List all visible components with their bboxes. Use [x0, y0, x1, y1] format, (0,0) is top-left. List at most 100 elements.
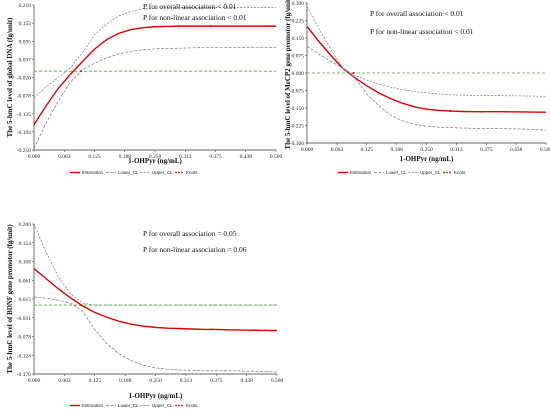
x-tick-label: 0.063 — [58, 378, 71, 384]
y-tick-label: 0.200 — [19, 222, 32, 228]
legend: Estimation Lower_CL Upper_CL Knots — [70, 170, 198, 175]
legend-label-upper: Upper_CL — [152, 170, 173, 175]
knot-point — [449, 110, 452, 113]
chart-panel-1: 0.000 0.063 0.125 0.188 0.250 0.313 0.375 0.438… — [6, 2, 282, 175]
knot-point — [178, 25, 181, 28]
knot-point — [480, 110, 483, 113]
x-tick-label: 0.375 — [480, 147, 493, 153]
p-value-annotation: P for non-linear association < 0.01 — [370, 27, 474, 36]
y-tick-label: 0.210 — [19, 3, 32, 9]
legend-label-lower: Lower_CL — [386, 170, 407, 175]
legend-label-estimation: Estimation — [82, 403, 104, 408]
x-tick-label: 0.250 — [149, 378, 162, 384]
y-tick-label: -0.078 — [17, 335, 31, 341]
series-line-estimation — [33, 268, 278, 332]
y-axis-label: The 5-hmC level of global DNA (fg/unit) — [6, 17, 14, 137]
x-tick-label: 0.125 — [88, 154, 101, 160]
y-tick-label: 0.015 — [19, 297, 32, 303]
p-value-annotation: P for non-linear association = 0.06 — [143, 245, 247, 254]
y-tick-label: -0.078 — [17, 94, 31, 100]
y-tick-label: -0.150 — [290, 106, 304, 112]
x-tick-label: 0.313 — [450, 147, 463, 153]
x-tick-label: 0.188 — [119, 378, 132, 384]
x-tick-label: 0.125 — [89, 378, 102, 384]
y-tick-label: 0.108 — [19, 260, 32, 266]
y-tick-label: -0.075 — [290, 89, 304, 95]
y-tick-label: 0.225 — [292, 19, 305, 25]
x-tick-label: 0.313 — [179, 154, 192, 160]
legend-label-knots: Knots — [186, 403, 198, 408]
y-tick-label: -0.193 — [17, 130, 31, 136]
x-tick-label: 0.438 — [240, 378, 253, 384]
y-tick-label: -0.225 — [290, 124, 304, 130]
y-tick-label: 0.075 — [292, 54, 305, 60]
x-tick-label: 0.500 — [540, 147, 550, 153]
y-tick-label: 0.000 — [292, 71, 305, 77]
knot-point — [352, 72, 355, 74]
y-tick-label: -0.020 — [17, 76, 31, 82]
knot-point — [209, 25, 212, 28]
knot-point — [178, 327, 181, 330]
legend-label-upper: Upper_CL — [420, 170, 441, 175]
p-value-annotation: P for overall association < 0.01 — [143, 2, 237, 11]
legend-label-upper: Upper_CL — [152, 403, 173, 408]
y-tick-label: 0.150 — [292, 36, 305, 42]
x-tick-label: 0.250 — [149, 154, 162, 160]
series-line-lower — [33, 47, 276, 149]
y-tick-label: -0.135 — [17, 112, 31, 118]
y-tick-label: 0.300 — [292, 1, 305, 7]
series-line-upper — [306, 6, 547, 97]
y-tick-label: -0.170 — [17, 372, 31, 378]
x-tick-label: 0.500 — [271, 378, 284, 384]
knot-point — [79, 70, 82, 73]
y-tick-label: 0.095 — [19, 39, 32, 45]
legend-swatch-knots — [178, 404, 180, 407]
y-axis-label: The 5-hmC level of MeCP2 gene promotor (… — [284, 0, 292, 150]
x-tick-label: 0.500 — [270, 154, 283, 160]
legend-swatch-knots — [175, 404, 177, 407]
y-tick-label: -0.250 — [17, 148, 31, 154]
x-tick-label: 0.375 — [209, 154, 222, 160]
y-tick-label: -0.124 — [17, 353, 31, 359]
y-tick-label: 0.061 — [19, 278, 32, 284]
legend-swatch-knots — [181, 404, 183, 407]
x-tick-label: 0.063 — [58, 154, 71, 160]
y-tick-label: -0.031 — [17, 316, 31, 322]
x-tick-label: 0.375 — [210, 378, 223, 384]
legend-label-lower: Lower_CL — [118, 170, 139, 175]
series-line-upper — [33, 7, 276, 99]
x-tick-label: 0.438 — [510, 147, 523, 153]
legend-label-knots: Knots — [454, 170, 466, 175]
legend-label-estimation: Estimation — [82, 170, 104, 175]
x-tick-label: 0.125 — [361, 147, 374, 153]
x-tick-label: 0.000 — [28, 378, 41, 384]
chart-panel-3: 0.000 0.063 0.125 0.188 0.250 0.313 0.375 0.438… — [6, 222, 283, 408]
legend-swatch-knots — [446, 171, 448, 174]
x-axis-label: 1-OHPyr (ng/mL) — [400, 155, 454, 163]
legend: Estimation Lower_CL Upper_CL Knots — [338, 170, 466, 175]
y-tick-label: -0.300 — [290, 141, 304, 147]
legend-swatch-knots — [443, 171, 445, 174]
x-tick-label: 0.000 — [301, 147, 314, 153]
chart-panel-2: 0.000 0.063 0.125 0.188 0.250 0.313 0.375 0.438… — [284, 0, 550, 175]
series-line-estimation — [306, 25, 547, 113]
x-tick-label: 0.250 — [420, 147, 433, 153]
legend-swatch-knots — [449, 171, 451, 174]
x-tick-label: 0.313 — [180, 378, 193, 384]
legend-swatch-knots — [181, 171, 183, 174]
legend: Estimation Lower_CL Upper_CL Knots — [70, 403, 198, 408]
p-value-annotation: P for overall association = 0.05 — [143, 229, 237, 238]
x-tick-label: 0.063 — [331, 147, 344, 153]
legend-label-lower: Lower_CL — [118, 403, 139, 408]
x-tick-label: 0.188 — [119, 154, 132, 160]
legend-swatch-knots — [175, 171, 177, 174]
x-axis-label: 1-OHPyr (ng/mL) — [128, 157, 182, 165]
y-axis-label: The 5-hmC level of BDNF gene promotor (f… — [6, 224, 14, 374]
knot-point — [210, 328, 213, 331]
p-value-annotation: P for overall association < 0.01 — [370, 9, 464, 18]
x-tick-label: 0.188 — [390, 147, 403, 153]
x-tick-label: 0.438 — [240, 154, 253, 160]
series-line-lower — [306, 45, 547, 131]
series-line-upper — [33, 223, 277, 306]
